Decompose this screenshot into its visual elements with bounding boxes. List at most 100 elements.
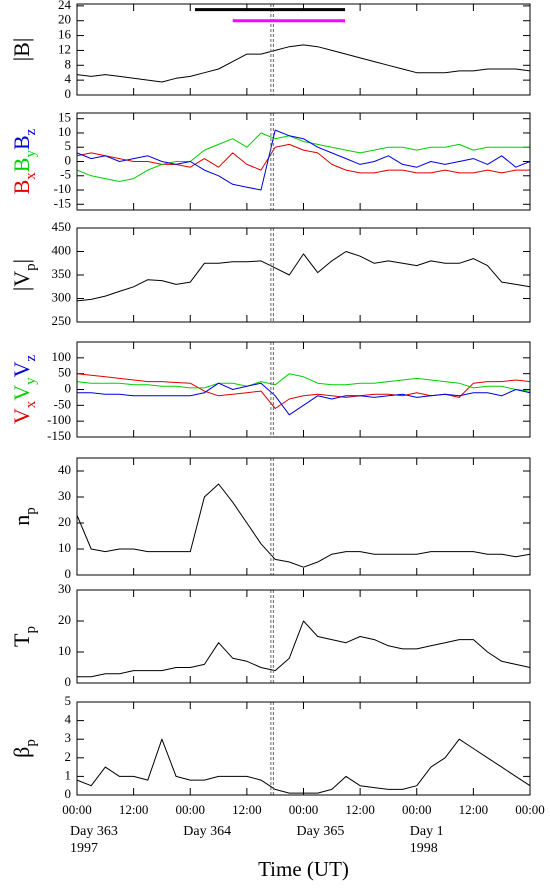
x-tick-label: 12:00 <box>459 802 489 817</box>
y-tick-label: 5 <box>65 693 72 708</box>
legend-subscript: x <box>23 172 39 180</box>
data-line <box>77 620 531 678</box>
y-label-subscript: p <box>23 626 39 634</box>
y-label-text: | <box>9 259 34 263</box>
panel-frame <box>76 227 531 323</box>
y-tick-label: 0 <box>65 86 72 101</box>
legend-label: V <box>9 385 34 401</box>
y-tick-label: -150 <box>47 428 71 443</box>
y-tick-label: -100 <box>47 412 71 427</box>
y-tick-label: 10 <box>58 124 71 139</box>
data-line <box>76 251 531 302</box>
y-axis-label: βp <box>9 739 39 758</box>
legend-label: B <box>9 135 34 150</box>
y-tick-label: 16 <box>58 27 72 42</box>
data-line <box>77 382 531 416</box>
x-tick-label: 12:00 <box>232 802 262 817</box>
y-tick-label: -50 <box>54 396 71 411</box>
x-tick-label: 00:00 <box>289 802 319 817</box>
data-line <box>76 373 531 409</box>
x-tick-label: 00:00 <box>515 802 545 817</box>
y-tick-label: 10 <box>58 540 71 555</box>
legend-label: B <box>9 157 34 172</box>
data-line <box>76 373 531 392</box>
y-tick-label: 50 <box>58 365 71 380</box>
y-tick-label: 30 <box>58 581 71 596</box>
y-label-text: T <box>9 633 34 647</box>
legend-subscript: z <box>23 355 39 362</box>
y-tick-label: 3 <box>65 730 72 745</box>
y-tick-label: 0 <box>65 674 72 689</box>
y-tick-label: 30 <box>58 488 71 503</box>
y-tick-label: 20 <box>58 612 71 627</box>
y-tick-label: -5 <box>60 167 71 182</box>
day-label: Day 365 <box>297 824 345 839</box>
day-label: Day 363 <box>70 824 118 839</box>
legend-label: V <box>9 361 34 377</box>
y-tick-label: 20 <box>58 12 71 27</box>
y-tick-label: 12 <box>58 41 71 56</box>
y-axis-label: np <box>9 507 39 526</box>
y-axis-label: |B| <box>9 38 34 61</box>
y-label-text: |B| <box>9 38 34 61</box>
panel-frame <box>76 112 531 211</box>
x-tick-label: 12:00 <box>119 802 149 817</box>
x-tick-label: 12:00 <box>345 802 375 817</box>
y-axis-label: BxByBz <box>9 128 39 194</box>
y-axis-label: Tp <box>9 626 39 647</box>
legend-label: B <box>9 180 34 195</box>
y-label-subscript: p <box>23 739 39 747</box>
y-tick-label: 0 <box>65 152 72 167</box>
y-tick-label: 5 <box>65 138 72 153</box>
data-line <box>76 132 530 182</box>
y-tick-label: 0 <box>65 786 72 801</box>
y-tick-label: 40 <box>58 462 71 477</box>
y-tick-label: 8 <box>65 56 72 71</box>
x-tick-label: 00:00 <box>402 802 432 817</box>
y-tick-label: 250 <box>52 313 72 328</box>
y-tick-label: 20 <box>58 514 71 529</box>
day-label: Day 364 <box>183 824 231 839</box>
legend-subscript: x <box>23 400 39 408</box>
panel-frame <box>76 589 531 684</box>
x-tick-label: 00:00 <box>175 802 205 817</box>
y-tick-label: 0 <box>65 566 72 581</box>
data-line <box>76 143 530 174</box>
data-line <box>76 738 531 794</box>
y-tick-label: 15 <box>58 110 71 125</box>
x-tick-label: 00:00 <box>62 802 92 817</box>
legend-subscript: y <box>23 377 39 385</box>
y-tick-label: 10 <box>58 643 71 658</box>
data-line <box>76 483 531 568</box>
y-tick-label: 400 <box>52 242 72 257</box>
legend-subscript: y <box>23 149 39 157</box>
y-tick-label: 2 <box>65 749 72 764</box>
day-label: Day 1 <box>410 824 444 839</box>
data-line <box>76 44 531 83</box>
data-line <box>76 129 531 191</box>
y-tick-label: 4 <box>65 71 72 86</box>
panel-frame <box>76 341 531 438</box>
y-label-subscript: p <box>23 507 39 515</box>
y-tick-label: 350 <box>52 266 72 281</box>
legend-subscript: z <box>23 128 39 135</box>
y-tick-label: 0 <box>65 380 72 395</box>
legend-label: V <box>9 408 34 424</box>
y-axis-label: |Vp| <box>9 259 39 291</box>
year-label: 1997 <box>70 841 98 856</box>
y-label-text: β <box>9 747 34 758</box>
x-axis-label: Time (UT) <box>258 857 349 881</box>
y-tick-label: -10 <box>54 181 71 196</box>
y-label-text: |V <box>9 271 34 291</box>
panel-frame <box>76 3 531 96</box>
y-tick-label: 300 <box>52 289 72 304</box>
panel-frame <box>76 701 531 796</box>
y-tick-label: 450 <box>52 219 72 234</box>
y-tick-label: -15 <box>54 195 71 210</box>
y-tick-label: 1 <box>65 767 72 782</box>
y-label-subscript: p <box>23 263 39 271</box>
y-tick-label: 4 <box>65 712 72 727</box>
y-tick-label: 24 <box>58 0 72 12</box>
